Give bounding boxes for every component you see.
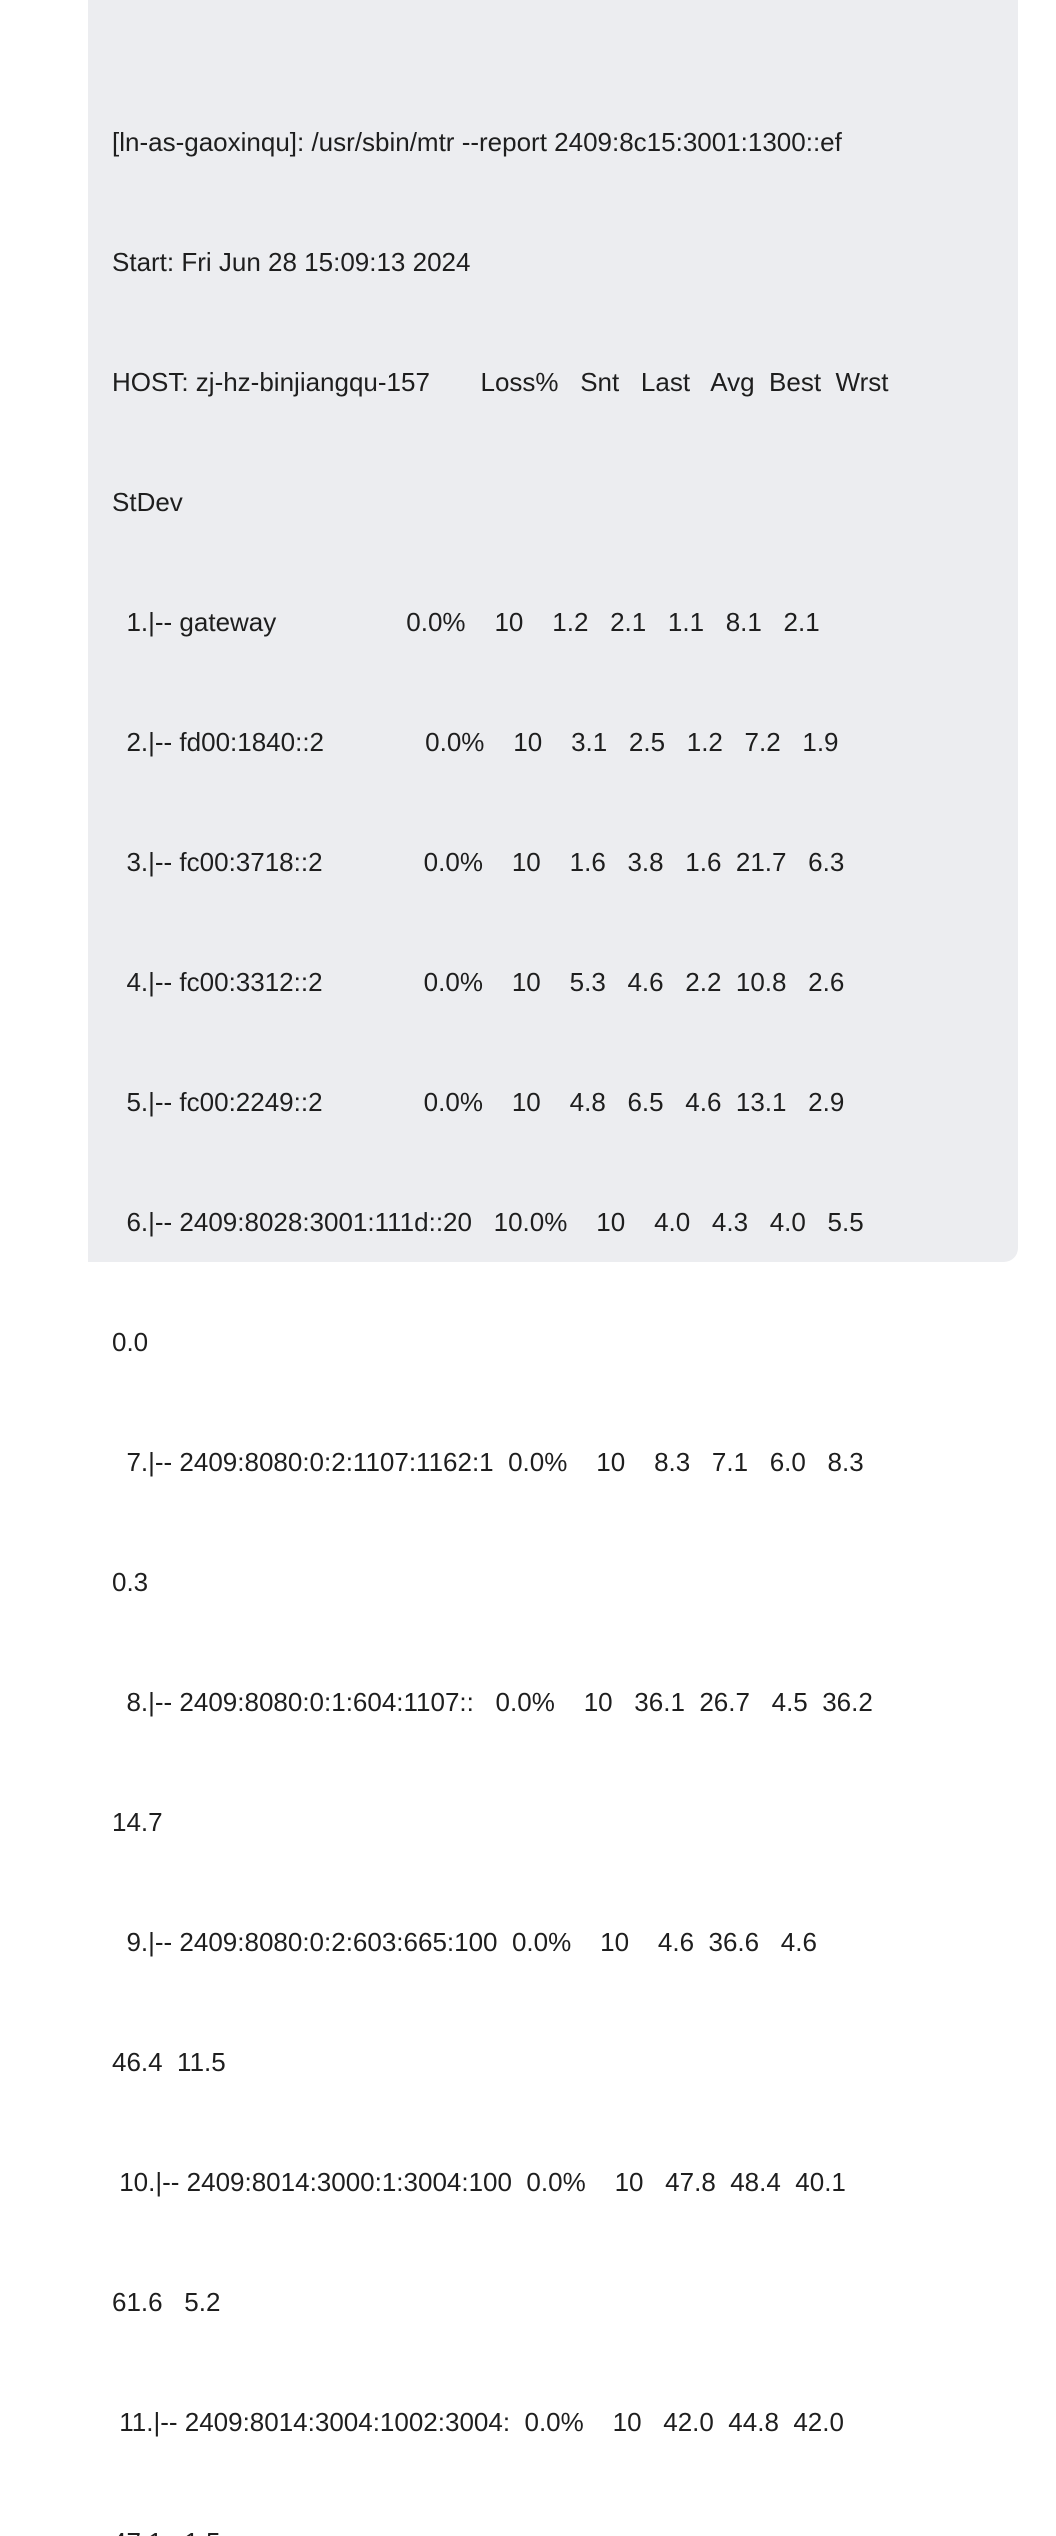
hop-line-wrap: 46.4 11.5 <box>112 2047 226 2077</box>
hop-line: 3.|-- fc00:3718::2 0.0% 10 1.6 3.8 1.6 2… <box>112 847 845 877</box>
hop-line: 5.|-- fc00:2249::2 0.0% 10 4.8 6.5 4.6 1… <box>112 1087 845 1117</box>
hop-line-wrap: 61.6 5.2 <box>112 2287 221 2317</box>
hop-line: 4.|-- fc00:3312::2 0.0% 10 5.3 4.6 2.2 1… <box>112 967 845 997</box>
hop-line-wrap: 14.7 <box>112 1807 163 1837</box>
hop-line: 11.|-- 2409:8014:3004:1002:3004: 0.0% 10… <box>112 2407 844 2437</box>
command-line: [ln-as-gaoxinqu]: /usr/sbin/mtr --report… <box>112 127 842 157</box>
hop-line: 2.|-- fd00:1840::2 0.0% 10 3.1 2.5 1.2 7… <box>112 727 839 757</box>
hop-line: 7.|-- 2409:8080:0:2:1107:1162:1 0.0% 10 … <box>112 1447 864 1477</box>
code-block <box>88 0 1018 1262</box>
start-time-line: Start: Fri Jun 28 15:09:13 2024 <box>112 247 471 277</box>
hop-line-wrap: 0.3 <box>112 1567 149 1597</box>
hop-line-wrap: 0.0 <box>112 1327 149 1357</box>
hop-line: 9.|-- 2409:8080:0:2:603:665:100 0.0% 10 … <box>112 1927 817 1957</box>
mtr-report-output: [ln-as-gaoxinqu]: /usr/sbin/mtr --report… <box>112 42 992 2536</box>
hop-line: 1.|-- gateway 0.0% 10 1.2 2.1 1.1 8.1 2.… <box>112 607 820 637</box>
hop-line-wrap: 47.1 1.5 <box>112 2522 992 2536</box>
header-line: HOST: zj-hz-binjiangqu-157 Loss% Snt Las… <box>112 367 889 397</box>
hop-line: 6.|-- 2409:8028:3001:111d::20 10.0% 10 4… <box>112 1207 864 1237</box>
hop-line: 10.|-- 2409:8014:3000:1:3004:100 0.0% 10… <box>112 2167 846 2197</box>
hop-line: 8.|-- 2409:8080:0:1:604:1107:: 0.0% 10 3… <box>112 1687 873 1717</box>
header-line-wrap: StDev <box>112 487 183 517</box>
